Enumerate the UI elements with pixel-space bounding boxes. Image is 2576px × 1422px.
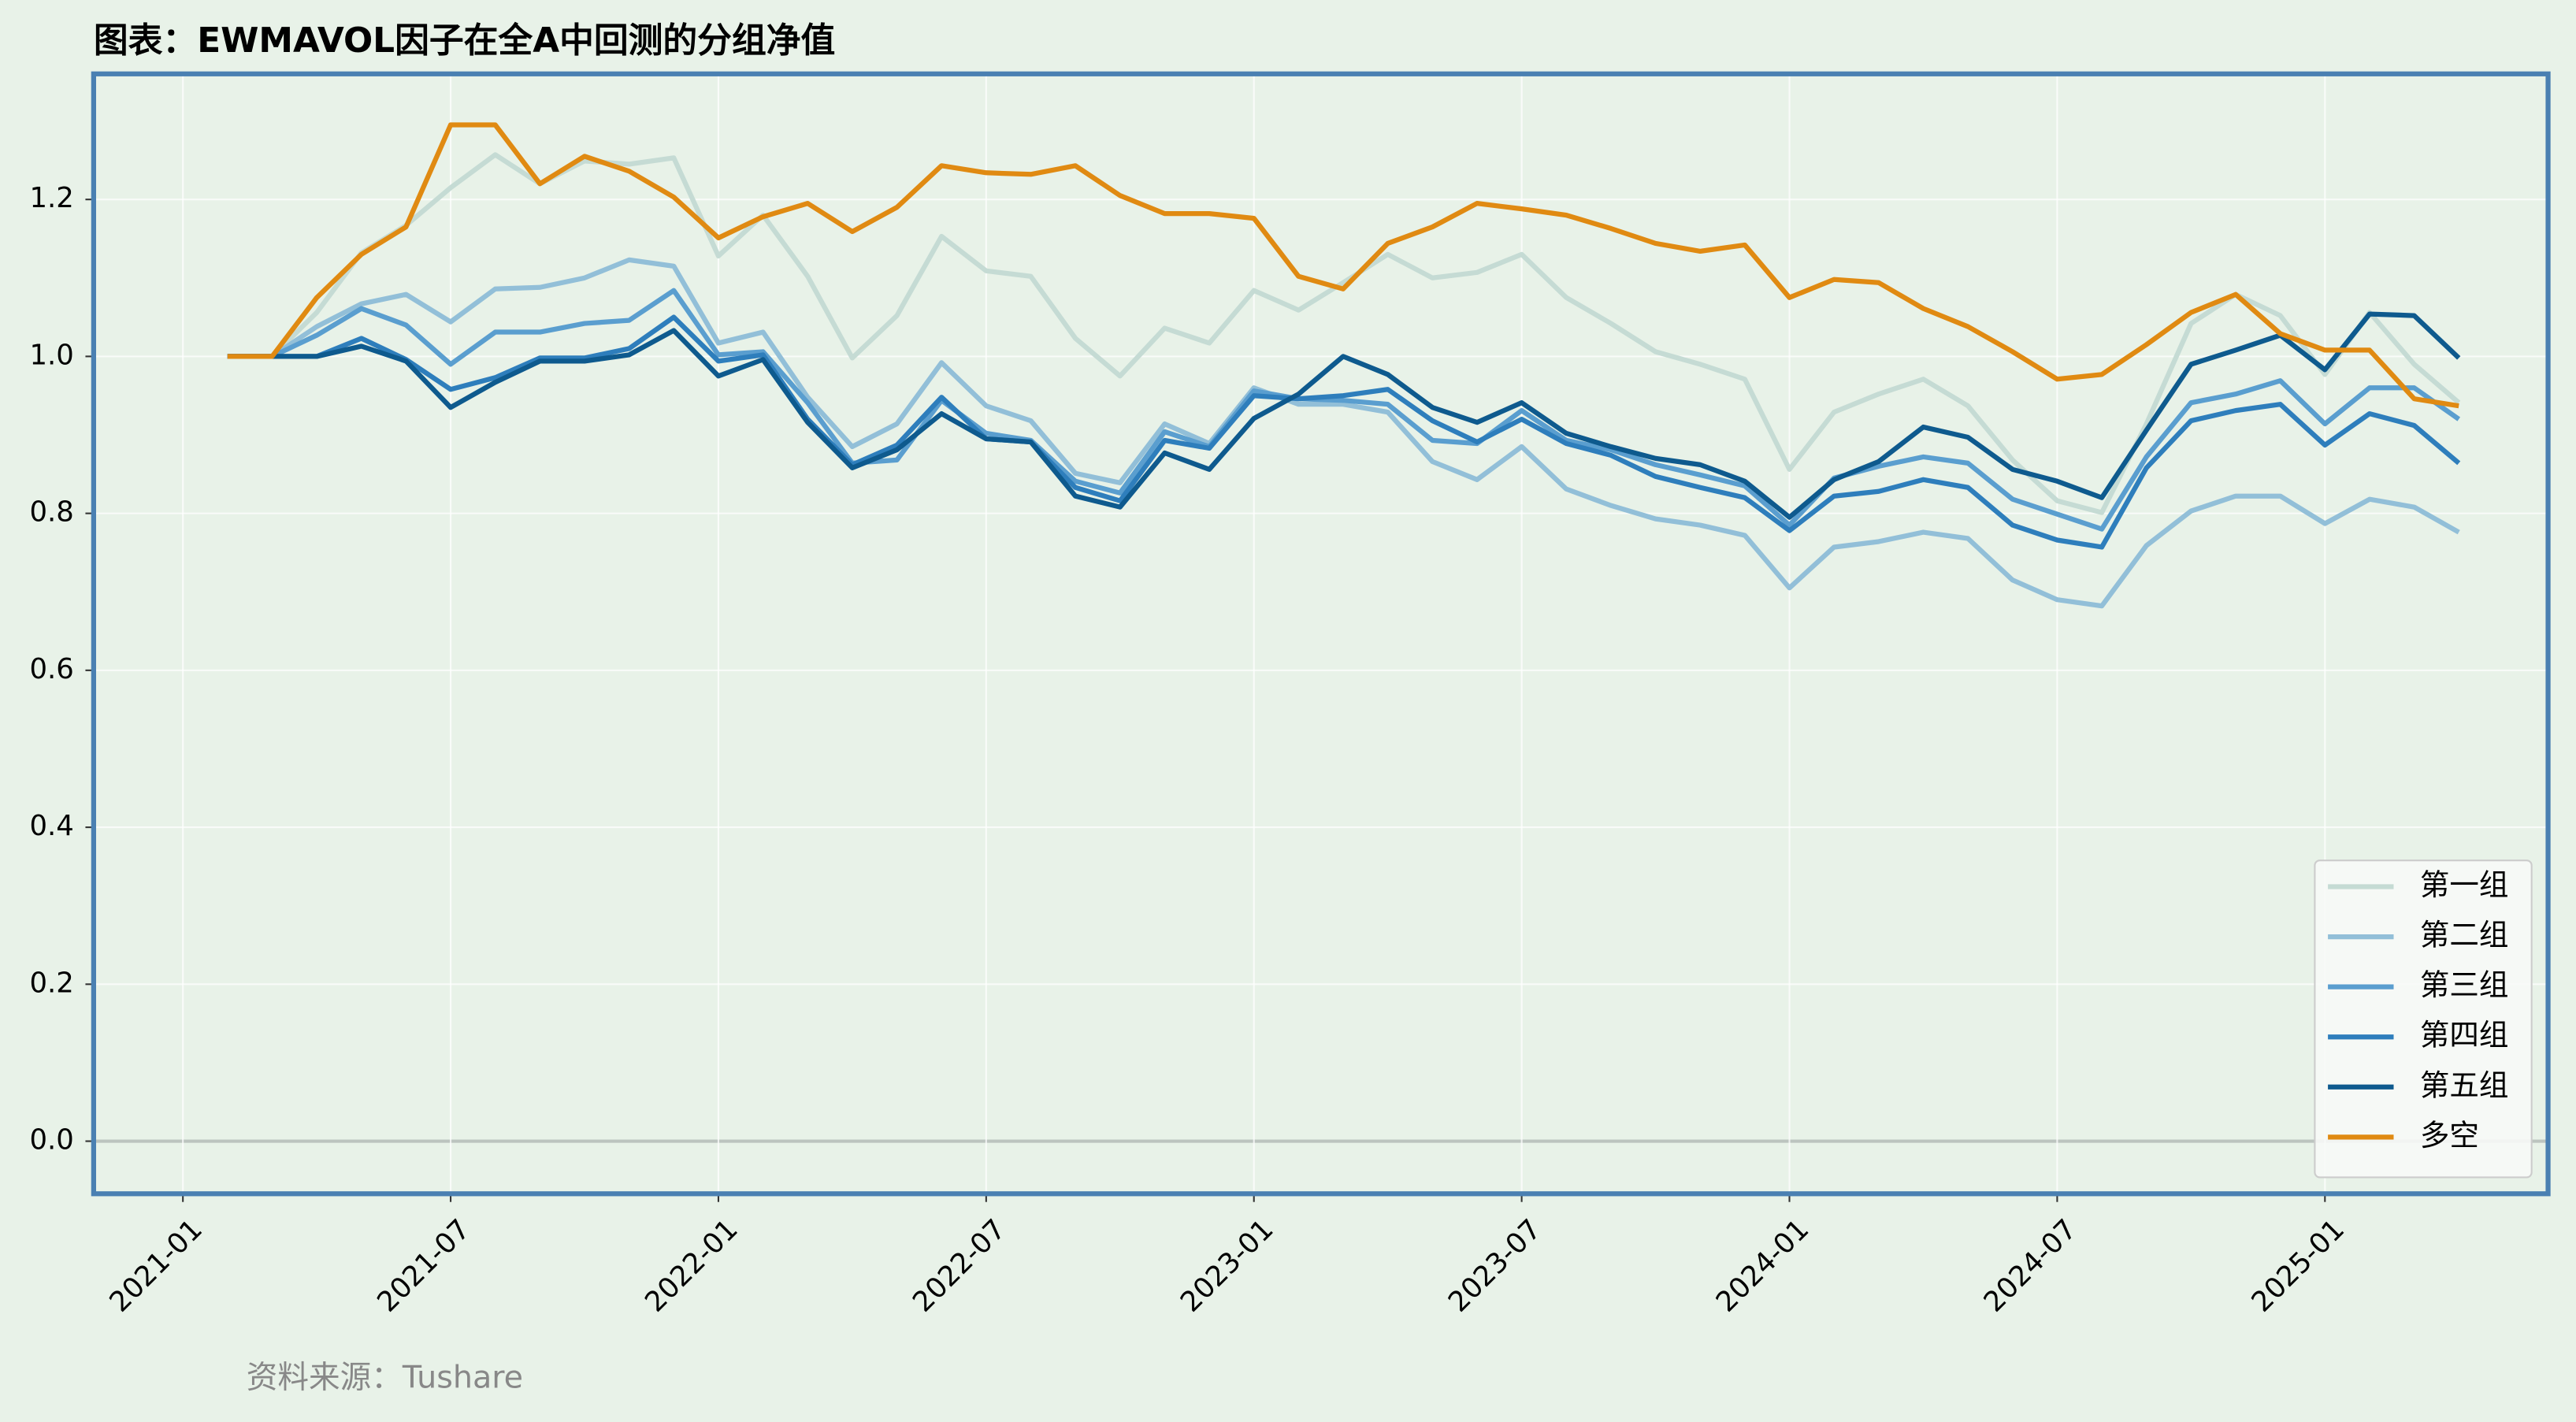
legend-label: 第五组: [2420, 1067, 2509, 1102]
source-note: 资料来源：Tushare: [247, 1359, 523, 1395]
legend-label: 第四组: [2420, 1018, 2509, 1053]
y-tick-label: 0.8: [29, 496, 73, 529]
y-tick-label: 0.0: [29, 1124, 73, 1157]
y-tick-label: 1.2: [29, 182, 73, 214]
series-line: [227, 311, 2461, 520]
legend-box: [2314, 860, 2533, 1179]
series-line: [227, 288, 2461, 532]
plot-frame: [91, 71, 2551, 1197]
legend-label: 第三组: [2420, 967, 2509, 1002]
legend-label: 第一组: [2420, 867, 2509, 902]
y-tick-label: 0.4: [29, 810, 73, 842]
legend-label: 多空: [2420, 1118, 2479, 1153]
chart-title: 图表：EWMAVOL因子在全A中回测的分组净值: [94, 20, 835, 61]
legend-label: 第二组: [2420, 918, 2509, 952]
series-line: [227, 122, 2459, 409]
series-line: [227, 257, 2460, 609]
y-tick-label: 0.6: [29, 653, 73, 685]
y-tick-label: 1.0: [29, 339, 73, 371]
y-tick-label: 0.2: [29, 967, 73, 999]
series-line: [227, 314, 2461, 550]
